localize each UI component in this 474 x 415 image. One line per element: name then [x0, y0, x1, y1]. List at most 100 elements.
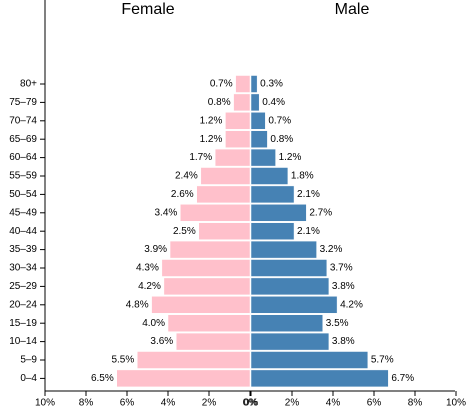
value-label: 3.7% [330, 263, 353, 274]
value-label: 4.0% [142, 318, 165, 329]
bar [250, 185, 295, 204]
x-tick-label: 4% [326, 398, 341, 409]
value-label: 3.8% [332, 336, 355, 347]
y-tick-label: 80+ [20, 79, 37, 90]
value-label: 2.1% [297, 189, 320, 200]
bar [163, 277, 251, 296]
x-tick-label: 10% [35, 398, 55, 409]
y-tick-label: 75–79 [9, 97, 37, 108]
value-label: 2.5% [173, 226, 196, 237]
value-label: 1.2% [200, 134, 223, 145]
value-label: 1.2% [279, 152, 302, 163]
y-tick-label: 50–54 [9, 189, 37, 200]
value-label: 3.8% [332, 281, 355, 292]
y-tick-label: 20–24 [9, 299, 37, 310]
x-tick-label: 0% [244, 398, 259, 409]
bar [235, 75, 251, 93]
y-tick-label: 55–59 [9, 171, 37, 182]
value-label: 2.1% [297, 226, 320, 237]
bar [250, 148, 276, 167]
y-tick-label: 5–9 [20, 355, 37, 366]
value-label: 3.6% [150, 336, 173, 347]
bar [250, 314, 323, 332]
x-tick-label: 2% [285, 398, 300, 409]
bar [250, 240, 317, 259]
value-label: 0.8% [208, 97, 231, 108]
bar [250, 222, 295, 240]
bar [250, 112, 266, 130]
value-label: 4.2% [340, 299, 363, 310]
bar [250, 75, 258, 93]
y-tick-label: 40–44 [9, 226, 37, 237]
x-tick-label: 8% [79, 398, 94, 409]
value-label: 4.2% [138, 281, 161, 292]
value-label: 3.5% [326, 318, 349, 329]
bar [250, 296, 338, 314]
bar [250, 204, 307, 222]
x-tick-label: 0% [243, 398, 258, 409]
value-label: 1.7% [189, 152, 212, 163]
bar [137, 351, 251, 369]
y-tick-label: 0–4 [20, 373, 37, 384]
bar [161, 259, 251, 277]
bar [250, 167, 289, 185]
bar [250, 93, 260, 112]
value-label: 3.4% [155, 207, 178, 218]
bar [169, 240, 251, 259]
value-label: 6.5% [91, 373, 114, 384]
value-label: 0.8% [270, 134, 293, 145]
bar [250, 351, 369, 369]
bar [198, 222, 251, 240]
bar [250, 277, 330, 296]
value-label: 0.3% [260, 79, 283, 90]
bar [250, 259, 328, 277]
bar [180, 204, 251, 222]
bar [116, 369, 251, 388]
bar [175, 332, 251, 351]
value-label: 5.5% [111, 355, 134, 366]
value-label: 4.8% [126, 299, 149, 310]
y-tick-label: 70–74 [9, 115, 37, 126]
bar [196, 185, 251, 204]
value-label: 3.9% [144, 244, 167, 255]
value-label: 6.7% [391, 373, 414, 384]
bar [200, 167, 251, 185]
series-header: Female [121, 1, 174, 18]
bar [225, 130, 251, 148]
bar [167, 314, 251, 332]
y-tick-label: 25–29 [9, 281, 37, 292]
value-label: 0.7% [268, 115, 291, 126]
x-tick-label: 2% [202, 398, 217, 409]
bar [225, 112, 251, 130]
value-label: 5.7% [371, 355, 394, 366]
value-label: 0.7% [210, 79, 233, 90]
y-tick-label: 45–49 [9, 207, 37, 218]
y-tick-label: 15–19 [9, 318, 37, 329]
x-tick-label: 8% [408, 398, 423, 409]
value-label: 4.3% [136, 263, 159, 274]
y-tick-label: 30–34 [9, 263, 37, 274]
bar [250, 332, 330, 351]
value-label: 1.2% [200, 115, 223, 126]
series-header: Male [335, 1, 370, 18]
bar [214, 148, 251, 167]
bar [250, 369, 389, 388]
y-tick-label: 10–14 [9, 336, 37, 347]
y-tick-label: 65–69 [9, 134, 37, 145]
y-tick-label: 35–39 [9, 244, 37, 255]
x-tick-label: 10% [446, 398, 466, 409]
x-tick-label: 4% [161, 398, 176, 409]
bar [151, 296, 251, 314]
value-label: 2.7% [309, 207, 332, 218]
x-tick-label: 6% [120, 398, 135, 409]
y-tick-label: 60–64 [9, 152, 37, 163]
bar [233, 93, 251, 112]
value-label: 3.2% [320, 244, 343, 255]
value-label: 0.4% [262, 97, 285, 108]
value-label: 1.8% [291, 171, 314, 182]
bar [250, 130, 268, 148]
value-label: 2.4% [175, 171, 198, 182]
value-label: 2.6% [171, 189, 194, 200]
x-tick-label: 6% [367, 398, 382, 409]
